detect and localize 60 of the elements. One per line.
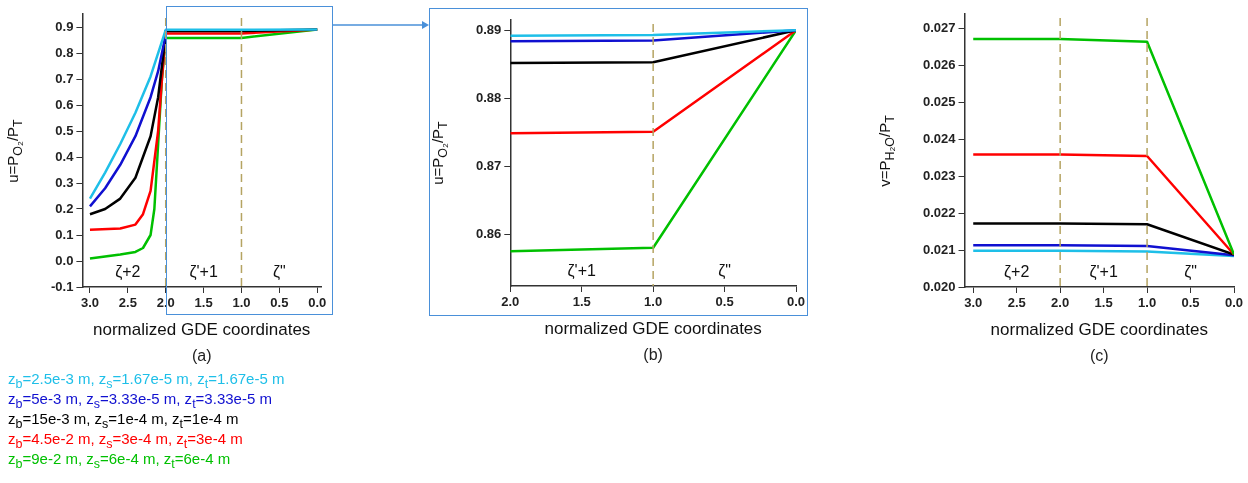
- y-tick-label: 0.020: [922, 278, 956, 294]
- annotation: ζ'+1: [189, 263, 218, 282]
- x-axis-title: normalized GDE coordinates: [990, 320, 1208, 340]
- x-tick-label: 2.5: [118, 295, 137, 311]
- x-tick-label: 1.5: [194, 295, 213, 311]
- text: z$_{b}$=5e-3 m, z$_{s}$=3.33e-5 m, z$_{t}$=3.33e-5 m: [8, 390, 272, 411]
- y-tick-label: 0.6: [55, 96, 74, 112]
- annotation: ζ'+1: [567, 262, 596, 281]
- y-tick-label: 0.027: [922, 20, 956, 36]
- y-tick-label: 0.4: [55, 148, 75, 164]
- annotation: ζ+2: [1004, 263, 1030, 282]
- x-tick-label: 1.5: [1094, 295, 1113, 311]
- y-tick-label: 0.2: [55, 200, 74, 216]
- x-tick-label: 3.0: [964, 295, 983, 311]
- x-tick-label: 0.5: [270, 295, 289, 311]
- y-tick-label: 0.023: [922, 167, 956, 183]
- x-axis-title: normalized GDE coordinates: [544, 319, 762, 339]
- x-tick-label: 2.0: [501, 294, 520, 310]
- y-tick-label: 0.88: [475, 90, 502, 106]
- y-tick-label: 0.3: [55, 174, 74, 190]
- x-tick-label: 0.0: [786, 294, 806, 310]
- text: (a): [191, 347, 212, 365]
- x-tick-label: 1.5: [572, 294, 591, 310]
- annotation: ζ'+1: [1089, 263, 1118, 282]
- x-tick-label: 1.0: [644, 294, 663, 310]
- y-tick-label: 0.5: [55, 122, 74, 138]
- annotation: ζ": [718, 262, 731, 281]
- text: z$_{b}$=15e-3 m, z$_{s}$=1e-4 m, z$_{t}$=1e-4 m: [8, 409, 240, 431]
- x-tick-label: 2.5: [1007, 295, 1026, 311]
- x-tick-label: 0.5: [1181, 295, 1200, 311]
- x-tick-label: 2.0: [1051, 295, 1070, 311]
- y-tick-label: -0.1: [50, 278, 74, 294]
- y-tick-label: 0.86: [475, 226, 502, 242]
- x-axis-title: normalized GDE coordinates: [93, 320, 311, 340]
- x-tick-label: 3.0: [80, 295, 100, 311]
- text: (b): [643, 346, 663, 364]
- y-tick-label: 0.9: [55, 18, 74, 34]
- x-tick-label: 0.5: [715, 294, 734, 310]
- y-tick-label: 0.022: [922, 204, 956, 220]
- text: (c): [1089, 347, 1109, 365]
- x-tick-label: 0.0: [1224, 295, 1244, 311]
- text: z$_{b}$=2.5e-3 m, z$_{s}$=1.67e-5 m, z$_{t}$=1.67e-5 m: [8, 369, 285, 391]
- y-tick-label: 0.1: [55, 226, 74, 242]
- y-tick-label: 0.021: [922, 241, 956, 257]
- y-tick-label: 0.8: [55, 44, 74, 60]
- y-tick-label: 0.0: [55, 252, 74, 268]
- annotation: ζ": [1184, 263, 1197, 282]
- y-tick-label: 0.7: [55, 70, 74, 86]
- x-tick-label: 0.0: [308, 295, 327, 311]
- y-tick-label: 0.87: [475, 158, 502, 174]
- y-tick-label: 0.89: [475, 21, 502, 37]
- y-tick-label: 0.024: [922, 131, 957, 147]
- x-tick-label: 1.0: [232, 295, 251, 311]
- x-tick-label: 1.0: [1138, 295, 1157, 311]
- annotation: ζ+2: [115, 263, 141, 282]
- text: z$_{b}$=9e-2 m, z$_{s}$=6e-4 m, z$_{t}$=6e-4 m: [8, 450, 231, 471]
- text: z$_{b}$=4.5e-2 m, z$_{s}$=3e-4 m, z$_{t}$=3e-4 m: [8, 429, 244, 451]
- annotation: ζ": [272, 263, 286, 282]
- y-tick-label: 0.026: [922, 57, 956, 73]
- y-tick-label: 0.025: [922, 94, 956, 110]
